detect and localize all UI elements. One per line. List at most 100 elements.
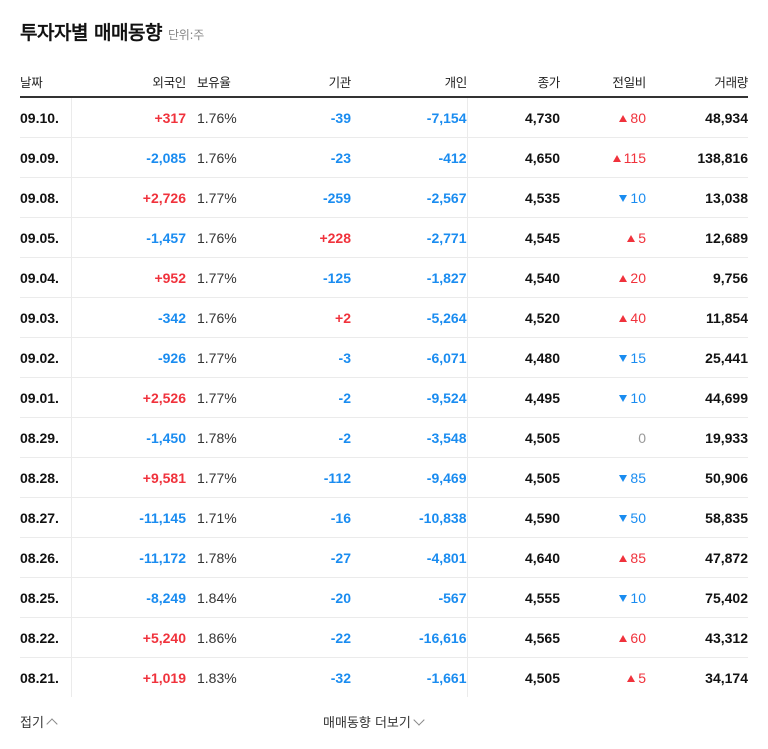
cell-change: 115 (560, 137, 646, 178)
cell-institution: +2 (251, 297, 351, 338)
change-value: 10 (630, 189, 646, 206)
cell-close-price: 4,495 (467, 377, 560, 418)
change-value: 60 (630, 629, 646, 646)
table-row: 09.04. +952 1.77% -125 -1,827 4,540 20 9,756 (20, 257, 748, 298)
cell-foreign: +952 (71, 257, 186, 298)
cell-date: 09.02. (20, 337, 72, 378)
change-value: 20 (630, 269, 646, 286)
cell-close-price: 4,520 (467, 297, 560, 338)
cell-individual: -1,827 (351, 257, 468, 298)
cell-institution: -22 (251, 617, 351, 658)
cell-volume: 44,699 (646, 377, 748, 418)
chevron-down-icon (413, 714, 425, 726)
cell-volume: 25,441 (646, 337, 748, 378)
cell-institution: -39 (251, 97, 351, 138)
cell-holding-ratio: 1.76% (186, 297, 251, 338)
cell-individual: -16,616 (351, 617, 468, 658)
change-value: 15 (630, 349, 646, 366)
cell-holding-ratio: 1.78% (186, 537, 251, 578)
cell-close-price: 4,505 (524, 669, 560, 686)
table-footer: 접기 매매동향 더보기 (20, 710, 748, 734)
cell-close-price: 4,505 (467, 417, 560, 458)
table-row: 08.25. -8,249 1.84% -20 -567 4,555 10 75,402 (20, 577, 748, 618)
cell-holding-ratio: 1.77% (186, 377, 251, 418)
arrow-down-icon (619, 394, 628, 402)
cell-foreign: -926 (71, 337, 186, 378)
cell-change: 5 (560, 658, 646, 698)
cell-holding-ratio: 1.71% (186, 497, 251, 538)
table-header-row: 날짜 외국인 보유율 기관 개인 종가 전일비 거래량 (20, 66, 748, 98)
cell-close-price: 4,650 (467, 137, 560, 178)
cell-holding-ratio: 1.77% (186, 177, 251, 218)
cell-individual: -6,071 (351, 337, 468, 378)
change-value: 50 (630, 509, 646, 526)
cell-volume: 138,816 (646, 137, 748, 178)
cell-change: 85 (560, 457, 646, 498)
cell-holding-ratio: 1.86% (186, 617, 251, 658)
col-header-holding-ratio: 보유율 (186, 66, 251, 98)
cell-change: 10 (560, 177, 646, 218)
cell-volume: 47,872 (646, 537, 748, 578)
table-row: 09.01. +2,526 1.77% -2 -9,524 4,495 10 44,699 (20, 377, 748, 418)
cell-close-price: 4,590 (467, 497, 560, 538)
more-label: 매매동향 더보기 (323, 716, 411, 731)
arrow-down-icon (619, 514, 628, 522)
cell-institution: -125 (251, 257, 351, 298)
cell-holding-ratio: 1.77% (186, 457, 251, 498)
cell-change: 15 (560, 337, 646, 378)
cell-institution: +228 (251, 217, 351, 258)
cell-holding-ratio: 1.83% (197, 669, 237, 686)
change-value: 5 (638, 229, 646, 246)
cell-date: 09.10. (20, 97, 72, 138)
more-trades-button[interactable]: 매매동향 더보기 (323, 712, 425, 731)
cell-change: 80 (560, 97, 646, 138)
cell-date: 08.29. (20, 417, 72, 458)
cell-date: 09.01. (20, 377, 72, 418)
arrow-up-icon (619, 274, 628, 282)
col-header-individual: 개인 (351, 66, 467, 98)
table-row: 08.26. -11,172 1.78% -27 -4,801 4,640 85 47,872 (20, 537, 748, 578)
col-header-foreign: 외국인 (71, 66, 186, 98)
change-value: 40 (630, 309, 646, 326)
change-value: 10 (630, 589, 646, 606)
cell-volume: 11,854 (646, 297, 748, 338)
cell-institution: -2 (251, 377, 351, 418)
fold-button[interactable]: 접기 (20, 712, 58, 731)
table-row: 09.02. -926 1.77% -3 -6,071 4,480 15 25,441 (20, 337, 748, 378)
cell-foreign: +1,019 (142, 669, 186, 686)
cell-holding-ratio: 1.76% (186, 97, 251, 138)
cell-close-price: 4,555 (467, 577, 560, 618)
cell-volume: 48,934 (646, 97, 748, 138)
cell-institution: -259 (251, 177, 351, 218)
cell-foreign: +9,581 (71, 457, 186, 498)
cell-foreign: -1,457 (71, 217, 186, 258)
cell-close-price: 4,565 (467, 617, 560, 658)
cell-close-price: 4,545 (467, 217, 560, 258)
cell-volume: 58,835 (646, 497, 748, 538)
cell-individual: -4,801 (351, 537, 468, 578)
cell-foreign: -11,145 (71, 497, 186, 538)
cell-close-price: 4,640 (467, 537, 560, 578)
cell-date: 09.05. (20, 217, 72, 258)
arrow-up-icon (619, 554, 628, 562)
cell-holding-ratio: 1.78% (186, 417, 251, 458)
cell-individual: -412 (351, 137, 468, 178)
cell-foreign: -1,450 (71, 417, 186, 458)
cell-volume: 75,402 (646, 577, 748, 618)
table-row: 08.21. +1,019 1.83% -32 -1,661 4,505 5 34,174 (20, 657, 748, 698)
cell-volume: 12,689 (646, 217, 748, 258)
cell-close-price: 4,730 (467, 97, 560, 138)
cell-close-price: 4,480 (467, 337, 560, 378)
table-row: 09.05. -1,457 1.76% +228 -2,771 4,545 5 12,689 (20, 217, 748, 258)
cell-change: 85 (560, 537, 646, 578)
cell-change: 20 (560, 257, 646, 298)
cell-date: 08.28. (20, 457, 72, 498)
cell-foreign: -342 (71, 297, 186, 338)
change-value: 10 (630, 389, 646, 406)
cell-date: 08.22. (20, 617, 72, 658)
investor-trades-table: 날짜 외국인 보유율 기관 개인 종가 전일비 거래량 09.10. +317 1.… (20, 66, 748, 697)
cell-individual: -9,469 (351, 457, 468, 498)
cell-individual: -10,838 (351, 497, 468, 538)
cell-change: 50 (560, 497, 646, 538)
cell-date: 09.03. (20, 297, 72, 338)
